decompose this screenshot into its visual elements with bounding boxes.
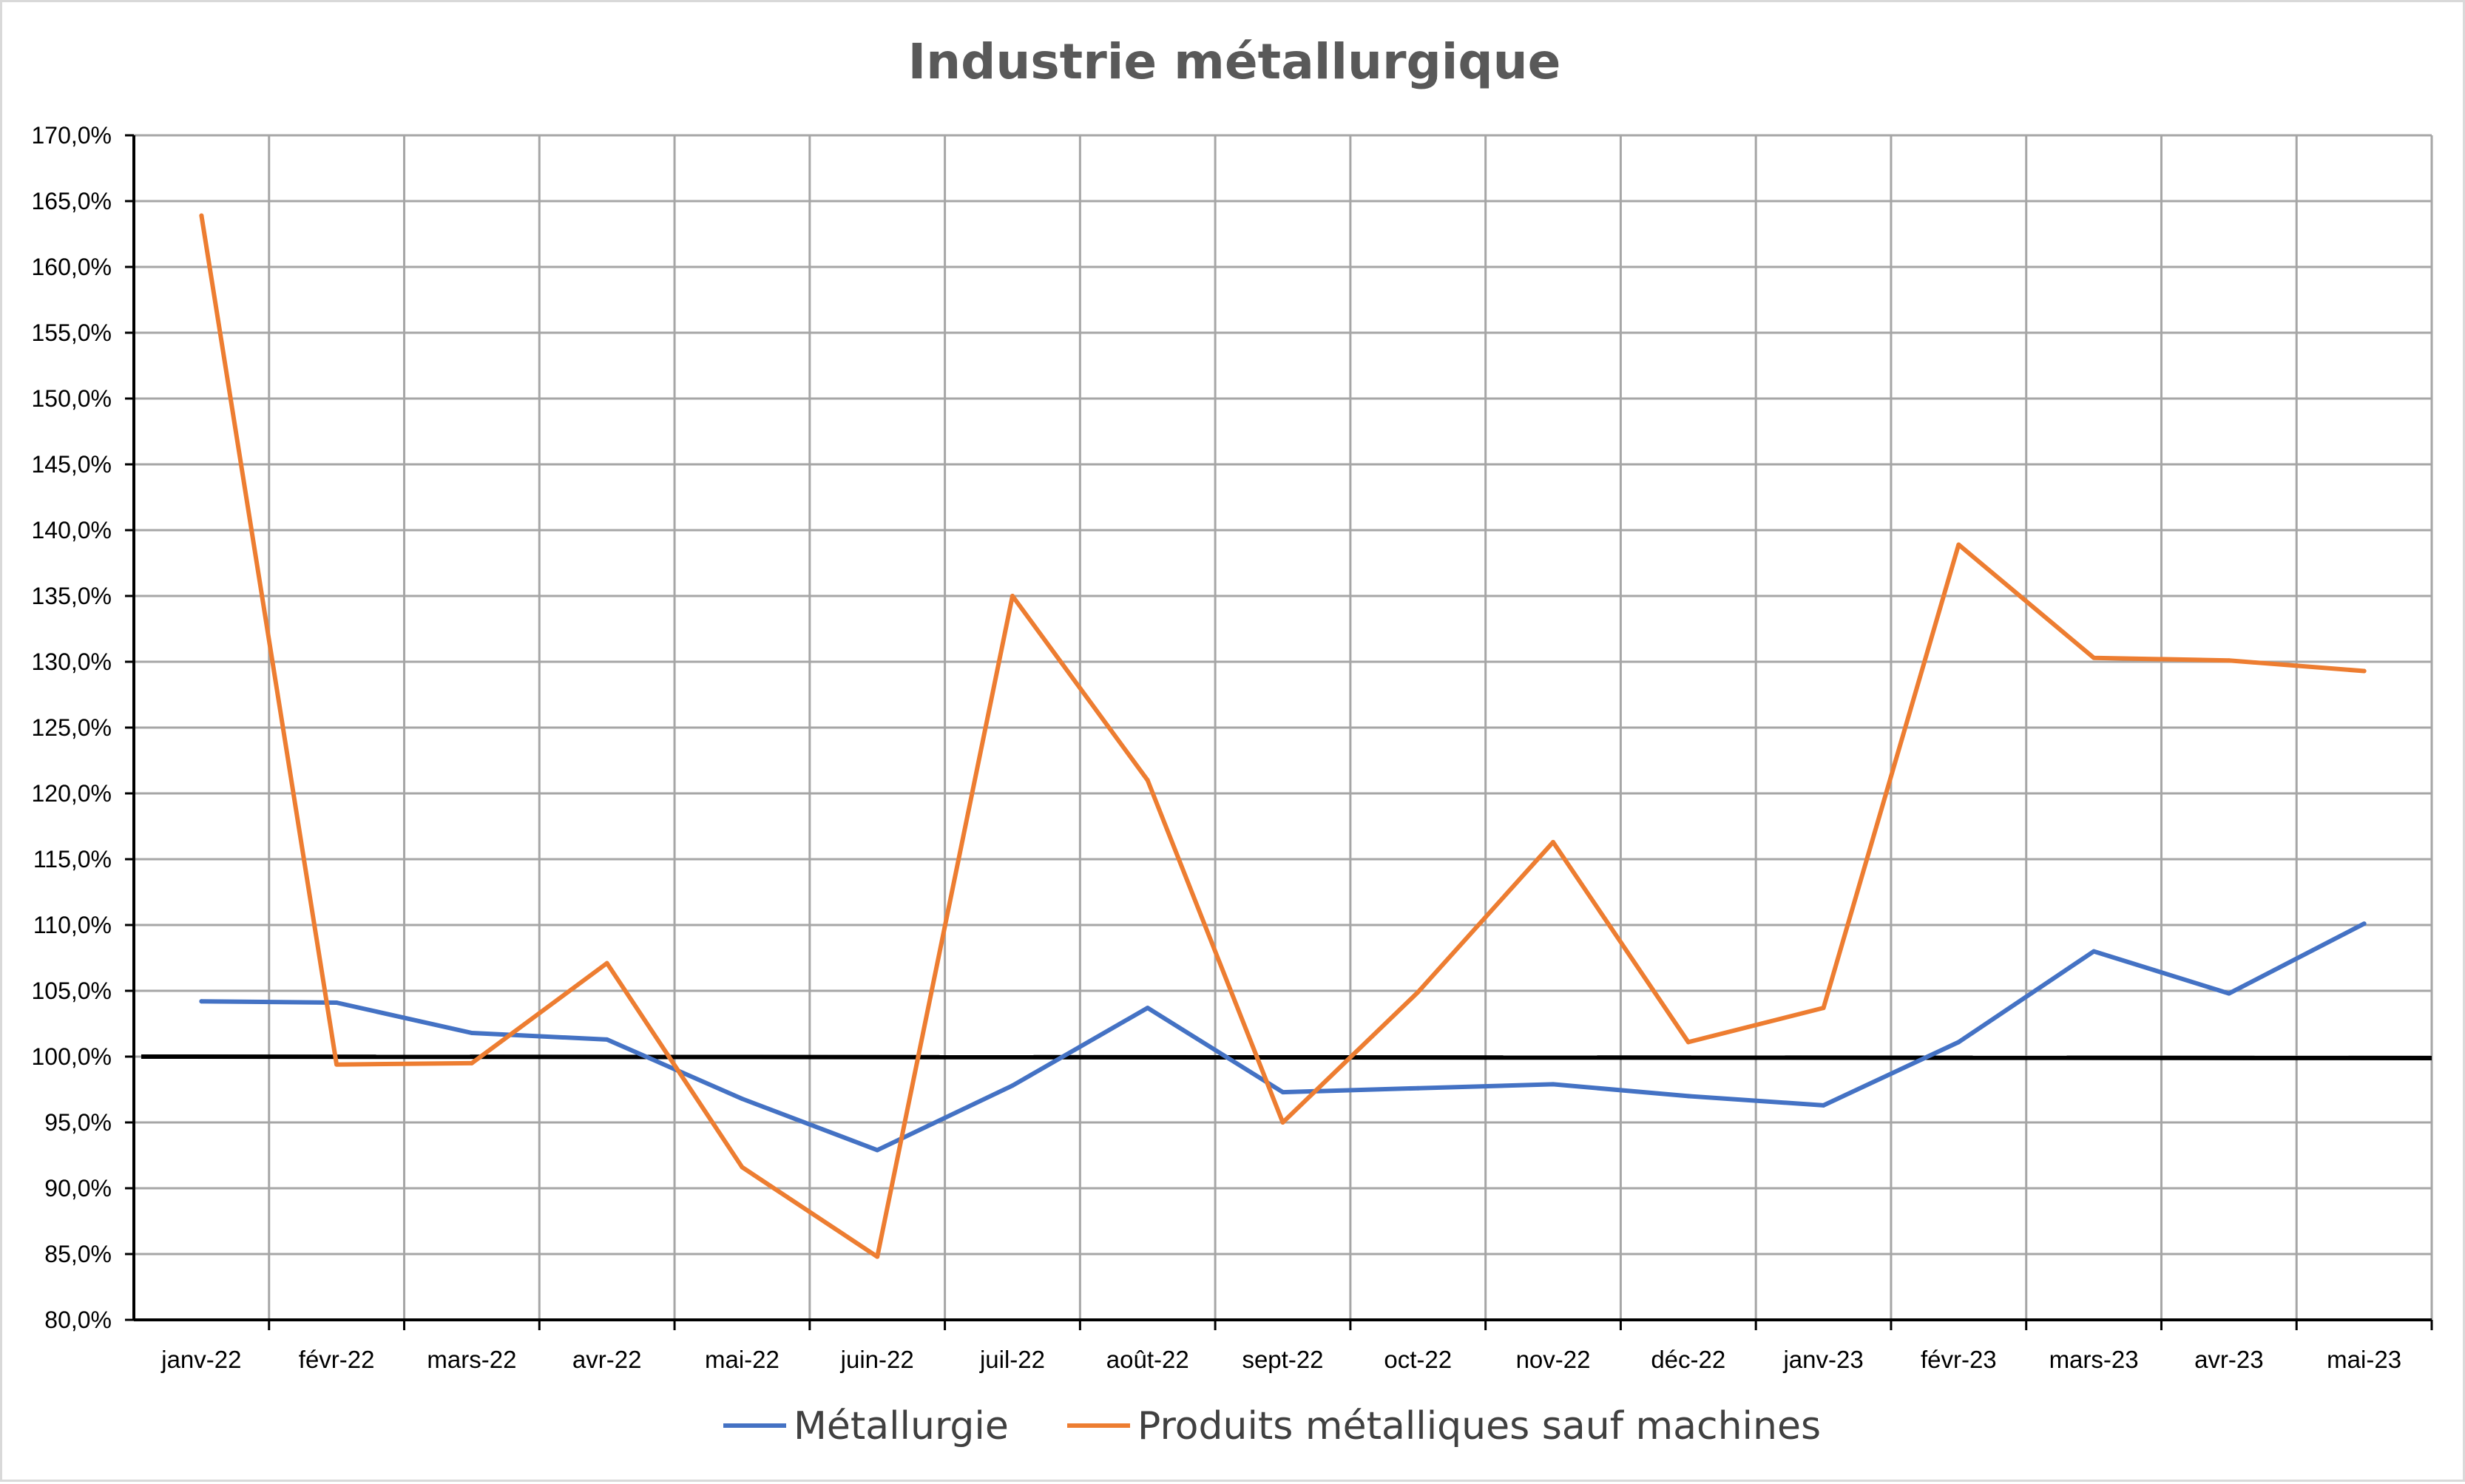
data-point-s1-10 [1416, 1085, 1421, 1091]
series-line-2 [199, 213, 2367, 1259]
data-point-s2-10 [1416, 989, 1421, 995]
reference-line-100 [141, 1054, 2432, 1060]
data-point-s2-12 [1685, 1040, 1691, 1045]
y-tick-label: 150,0% [31, 385, 112, 412]
data-point-s1-11 [1551, 1082, 1556, 1087]
data-point-s1-16 [2226, 991, 2231, 996]
chart-title: Industrie métallurgique [908, 33, 1561, 90]
x-tick-label: janv-22 [160, 1346, 241, 1373]
data-point-s2-2 [334, 1062, 339, 1067]
data-point-s1-17 [2361, 921, 2367, 926]
data-point-s2-3 [469, 1060, 474, 1065]
data-point-s2-11 [1551, 839, 1556, 844]
x-tick-label: juin-22 [840, 1346, 914, 1373]
data-point-s1-4 [604, 1037, 609, 1042]
y-tick-label: 165,0% [31, 188, 112, 214]
axis-layer: 80,0% 85,0% 90,0% 95,0% 100,0% 105,0% 110,0% 11… [31, 122, 2433, 1373]
data-point-s2-16 [2226, 658, 2231, 663]
data-point-s2-5 [740, 1165, 745, 1170]
legend-label-1: Métallurgie [794, 1404, 1009, 1449]
x-tick-label: nov-22 [1516, 1346, 1591, 1373]
x-tick-label: févr-23 [1921, 1346, 1997, 1373]
y-tick-label: 90,0% [44, 1175, 112, 1202]
x-tick-label: janv-23 [1782, 1346, 1863, 1373]
y-tick-label: 170,0% [31, 122, 112, 149]
data-point-s2-15 [2092, 655, 2097, 660]
y-tick-label: 80,0% [44, 1307, 112, 1333]
y-tick-label: 130,0% [31, 648, 112, 675]
data-point-s1-2 [334, 1000, 339, 1006]
x-tick-label: mars-23 [2049, 1346, 2139, 1373]
y-tick-label: 135,0% [31, 583, 112, 609]
data-point-s2-4 [604, 960, 609, 966]
data-point-s1-3 [469, 1030, 474, 1035]
x-tick-label: avr-23 [2194, 1346, 2264, 1373]
y-tick-label: 85,0% [44, 1241, 112, 1267]
data-point-s1-7 [1010, 1083, 1015, 1088]
series-line-1 [199, 921, 2367, 1153]
y-tick-label: 110,0% [33, 912, 112, 938]
y-tick-label: 105,0% [31, 978, 112, 1004]
legend-label-2: Produits métalliques sauf machines [1137, 1404, 1821, 1449]
y-tick-label: 160,0% [31, 254, 112, 280]
data-point-s1-1 [199, 999, 204, 1004]
grid-layer [134, 134, 2433, 1320]
y-tick-label: 145,0% [31, 451, 112, 478]
data-point-s1-15 [2092, 949, 2097, 954]
y-tick-label: 120,0% [31, 780, 112, 807]
y-tick-label: 140,0% [31, 517, 112, 543]
data-point-s2-7 [1010, 594, 1015, 598]
data-point-s2-8 [1145, 778, 1150, 783]
data-point-s2-17 [2361, 668, 2367, 674]
legend: Métallurgie Produits métalliques sauf mac… [723, 1404, 1821, 1449]
y-tick-label: 95,0% [44, 1109, 112, 1136]
data-point-s1-13 [1821, 1102, 1826, 1108]
x-tick-label: mai-23 [2327, 1346, 2401, 1373]
y-tick-label: 125,0% [31, 714, 112, 741]
x-tick-label: août-22 [1106, 1346, 1189, 1373]
x-tick-label: mai-22 [705, 1346, 780, 1373]
data-point-s2-13 [1821, 1006, 1826, 1011]
y-tick-label: 100,0% [31, 1043, 112, 1070]
x-tick-label: oct-22 [1384, 1346, 1452, 1373]
data-point-s1-5 [740, 1096, 745, 1101]
data-point-s1-12 [1685, 1094, 1691, 1099]
data-point-s2-1 [199, 213, 204, 218]
series-layer [141, 213, 2432, 1259]
data-point-s1-9 [1280, 1090, 1285, 1095]
y-tick-label: 115,0% [33, 846, 112, 873]
data-point-s2-9 [1280, 1120, 1285, 1125]
x-tick-label: mars-22 [427, 1346, 516, 1373]
data-point-s2-14 [1956, 542, 1961, 547]
data-point-s1-14 [1956, 1040, 1961, 1045]
y-tick-label: 155,0% [31, 319, 112, 346]
x-tick-label: sept-22 [1242, 1346, 1323, 1373]
x-tick-label: févr-22 [299, 1346, 375, 1373]
x-tick-label: juil-22 [979, 1346, 1045, 1373]
x-tick-label: déc-22 [1651, 1346, 1725, 1373]
data-point-s1-8 [1145, 1006, 1150, 1011]
x-tick-label: avr-22 [572, 1346, 642, 1373]
data-point-s2-6 [875, 1254, 880, 1259]
data-point-s1-6 [875, 1148, 880, 1153]
